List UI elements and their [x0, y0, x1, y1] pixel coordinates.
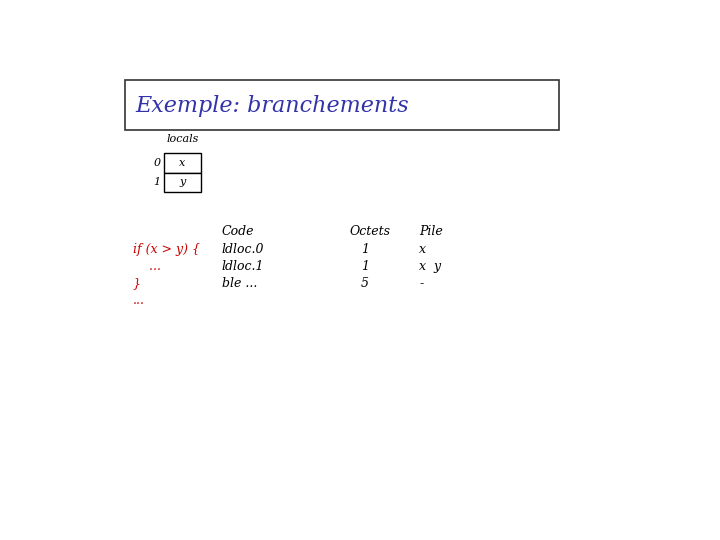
Text: x: x [179, 158, 185, 168]
Text: ...: ... [132, 294, 145, 307]
Text: Octets: Octets [350, 225, 391, 238]
Text: ldloc.0: ldloc.0 [222, 243, 264, 256]
Text: locals: locals [166, 134, 199, 144]
Text: 5: 5 [361, 277, 369, 290]
Text: x  y: x y [419, 260, 441, 273]
Text: if (x > y) {: if (x > y) { [132, 243, 199, 256]
Text: y: y [179, 177, 185, 187]
Text: 1: 1 [361, 243, 369, 256]
Bar [163, 153, 201, 173]
Text: }: } [132, 277, 140, 290]
Text: 1: 1 [153, 177, 161, 187]
Bar [125, 80, 559, 130]
Text: x: x [419, 243, 426, 256]
Bar [163, 173, 201, 192]
Text: Pile: Pile [419, 225, 443, 238]
Text: Exemple: branchements: Exemple: branchements [135, 94, 408, 117]
Text: 0: 0 [153, 158, 161, 168]
Text: ldloc.1: ldloc.1 [222, 260, 264, 273]
Text: ...: ... [132, 260, 161, 273]
Text: -: - [419, 277, 423, 290]
Text: ble ...: ble ... [222, 277, 257, 290]
Text: 1: 1 [361, 260, 369, 273]
Text: Code: Code [222, 225, 254, 238]
